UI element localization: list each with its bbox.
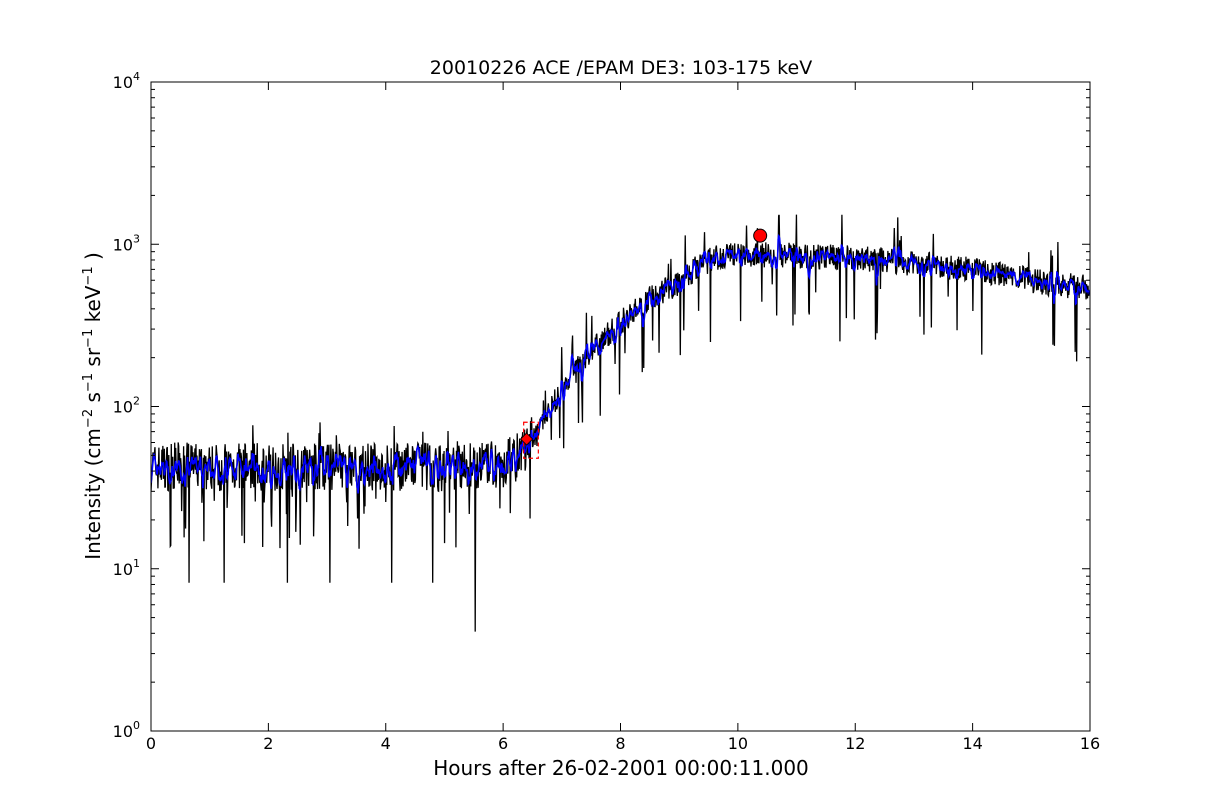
series-smoothed-line [151, 234, 1090, 494]
chart-title: 20010226 ACE /EPAM DE3: 103-175 keV [430, 57, 812, 79]
x-tick-label: 6 [498, 734, 508, 753]
y-tick-label: 103 [113, 232, 140, 254]
peak-marker [753, 228, 768, 243]
x-tick-label: 10 [728, 734, 748, 753]
x-tick-label: 0 [146, 734, 156, 753]
y-tick-label: 102 [113, 395, 140, 417]
x-tick-label: 12 [845, 734, 865, 753]
onset-highlight-box [523, 421, 539, 459]
x-tick-label: 4 [381, 734, 391, 753]
x-axis-label: Hours after 26-02-2001 00:00:11.000 [433, 756, 809, 780]
y-tick-label: 100 [113, 719, 140, 741]
y-tick-label: 101 [113, 557, 140, 579]
y-axis: 100 101 102 103 104 [113, 70, 1090, 741]
onset-marker [520, 432, 534, 446]
y-axis-label: Intensity (cm−2 s−1 sr−1 keV−1 ) [81, 252, 105, 560]
x-tick-label: 8 [615, 734, 625, 753]
x-tick-label: 2 [263, 734, 273, 753]
x-tick-label: 14 [962, 734, 982, 753]
y-tick-label: 104 [113, 70, 140, 92]
x-tick-label: 16 [1080, 734, 1100, 753]
x-axis: 0 2 4 6 8 10 12 14 16 [146, 82, 1100, 753]
